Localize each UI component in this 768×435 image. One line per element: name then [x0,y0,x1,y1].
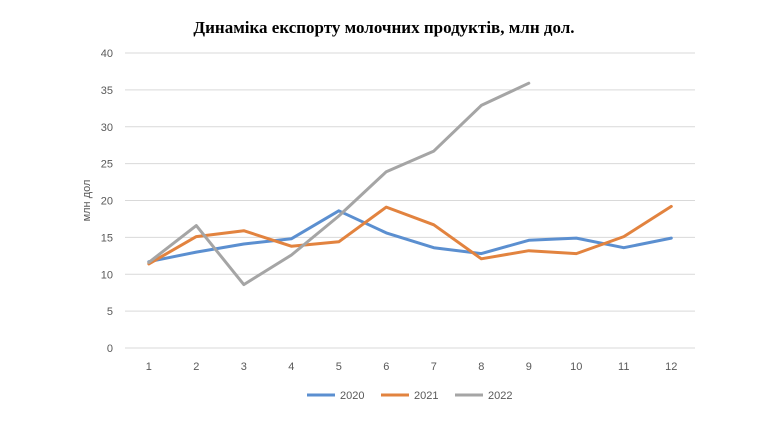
x-tick-label: 1 [146,361,152,373]
legend-item-2021: 2021 [381,390,438,402]
legend-label: 2022 [488,390,512,402]
legend-item-2020: 2020 [307,390,364,402]
y-tick-label: 25 [101,159,113,171]
x-tick-labels: 1 2 3 4 5 6 7 8 9 10 11 12 [146,361,678,373]
y-tick-labels: 0 5 10 15 20 25 30 35 40 [101,48,113,355]
x-tick-label: 4 [288,361,294,373]
x-tick-label: 5 [336,361,342,373]
y-tick-label: 20 [101,196,113,208]
x-tick-label: 2 [193,361,199,373]
x-tick-label: 11 [618,361,629,373]
y-tick-label: 40 [101,48,113,60]
y-axis-title: млн дол [81,180,93,222]
grid [125,52,695,349]
y-tick-label: 5 [107,306,113,318]
x-tick-label: 3 [241,361,247,373]
y-tick-label: 0 [107,343,113,355]
legend-label: 2020 [340,390,364,402]
x-tick-label: 12 [665,361,677,373]
y-tick-label: 15 [101,232,113,244]
series-line-2021 [147,204,673,266]
y-tick-label: 30 [101,122,113,134]
legend-label: 2021 [414,390,438,402]
x-tick-label: 8 [478,361,484,373]
series-line-2022 [147,81,531,287]
legend-item-2022: 2022 [455,390,512,402]
y-tick-label: 35 [101,85,113,97]
series-lines [147,81,673,287]
y-tick-label: 10 [101,269,113,281]
chart-title: Динаміка експорту молочних продуктів, мл… [193,18,574,37]
x-tick-label: 10 [570,361,582,373]
x-tick-label: 9 [526,361,532,373]
x-tick-label: 7 [431,361,437,373]
x-tick-label: 6 [383,361,389,373]
series-line-2020 [147,209,673,264]
legend: 2020 2021 2022 [307,390,512,402]
